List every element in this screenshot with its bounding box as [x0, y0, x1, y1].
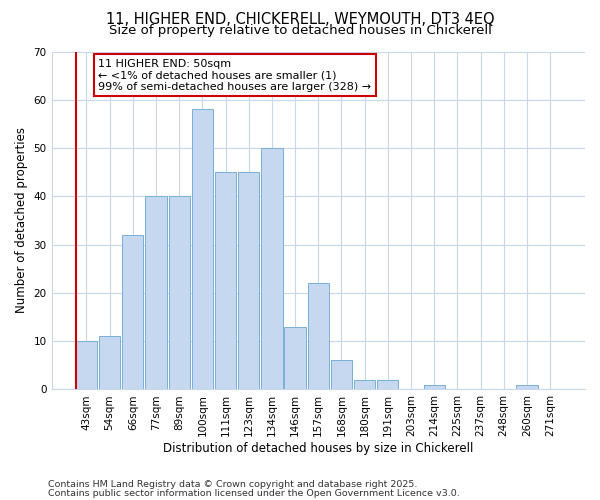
Text: Size of property relative to detached houses in Chickerell: Size of property relative to detached ho…	[109, 24, 491, 37]
Text: Contains HM Land Registry data © Crown copyright and database right 2025.: Contains HM Land Registry data © Crown c…	[48, 480, 418, 489]
X-axis label: Distribution of detached houses by size in Chickerell: Distribution of detached houses by size …	[163, 442, 473, 455]
Bar	[354, 380, 375, 390]
Text: 11 HIGHER END: 50sqm
← <1% of detached houses are smaller (1)
99% of semi-detach: 11 HIGHER END: 50sqm ← <1% of detached h…	[98, 58, 371, 92]
Bar	[516, 384, 538, 390]
Bar	[169, 196, 190, 390]
Bar	[191, 110, 213, 390]
Bar	[331, 360, 352, 390]
Bar	[76, 341, 97, 390]
Bar	[261, 148, 283, 390]
Y-axis label: Number of detached properties: Number of detached properties	[15, 128, 28, 314]
Bar	[284, 326, 306, 390]
Bar	[377, 380, 398, 390]
Text: 11, HIGHER END, CHICKERELL, WEYMOUTH, DT3 4EQ: 11, HIGHER END, CHICKERELL, WEYMOUTH, DT…	[106, 12, 494, 28]
Bar	[122, 235, 143, 390]
Bar	[238, 172, 259, 390]
Bar	[308, 283, 329, 390]
Bar	[145, 196, 167, 390]
Bar	[215, 172, 236, 390]
Bar	[424, 384, 445, 390]
Text: Contains public sector information licensed under the Open Government Licence v3: Contains public sector information licen…	[48, 488, 460, 498]
Bar	[99, 336, 120, 390]
